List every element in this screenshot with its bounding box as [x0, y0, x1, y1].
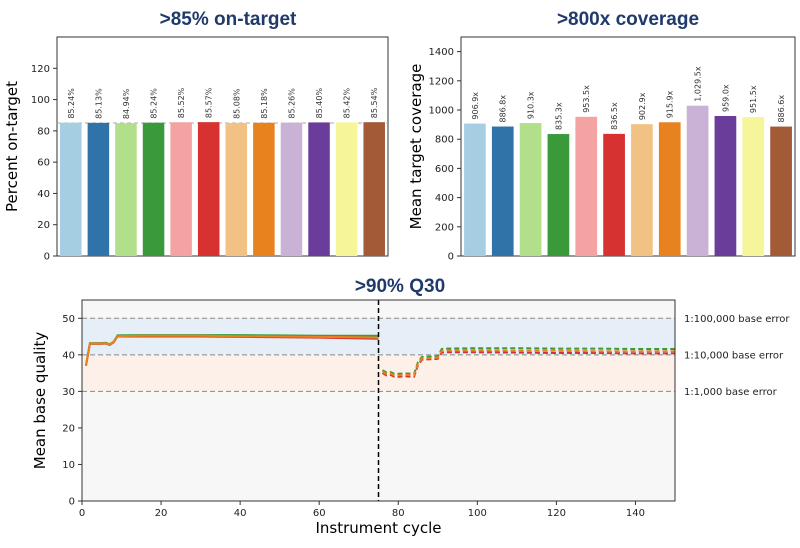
- bar: [225, 122, 248, 256]
- x-tick-label: 80: [392, 508, 405, 519]
- bar: [714, 115, 737, 257]
- y-tick-label: 1200: [429, 76, 454, 87]
- y-tick-label: 1400: [429, 47, 454, 58]
- bar: [170, 122, 192, 256]
- bar-data-label: 959.0x: [721, 84, 730, 112]
- bar-data-label: 902.9x: [638, 92, 647, 120]
- bar: [770, 126, 792, 256]
- bar-data-label: 835.3x: [554, 102, 563, 130]
- y-tick-label: 60: [37, 158, 50, 169]
- x-tick-label: 60: [313, 508, 326, 519]
- y-tick-label: 20: [37, 220, 50, 231]
- bar-data-label: 915.9x: [666, 90, 675, 118]
- plot-frame: [81, 299, 676, 502]
- chart2-title: >800x coverage: [556, 9, 700, 30]
- reference-line-label: 1:10,000 base error: [684, 350, 784, 361]
- x-tick-label: 20: [155, 508, 168, 519]
- y-tick-label: 100: [31, 95, 50, 106]
- bar: [575, 116, 598, 256]
- bar: [115, 123, 137, 256]
- x-tick-label: 140: [626, 508, 645, 519]
- y-tick-label: 80: [37, 126, 50, 137]
- chart3-title: >90% Q30: [354, 276, 446, 297]
- y-tick-label: 1000: [429, 106, 454, 117]
- y-tick-label: 0: [69, 497, 75, 508]
- series-line: [85, 334, 379, 366]
- bar-data-label: 85.08%: [232, 88, 241, 119]
- bar-data-label: 1,029.5x: [694, 66, 703, 102]
- bar-data-label: 953.5x: [582, 85, 591, 113]
- y-tick-label: 600: [435, 164, 454, 175]
- bar-data-label: 910.3x: [527, 91, 536, 119]
- bar: [280, 122, 303, 256]
- bar: [742, 117, 765, 257]
- bar: [658, 122, 681, 257]
- bar-data-label: 85.24%: [150, 88, 159, 119]
- bar-data-label: 836.5x: [610, 102, 619, 130]
- bar: [335, 122, 358, 256]
- bar: [631, 124, 653, 256]
- bar-data-label: 85.52%: [177, 87, 186, 118]
- bar: [686, 105, 709, 257]
- bar-data-label: 85.42%: [343, 87, 352, 118]
- bar-data-label: 951.5x: [749, 85, 758, 113]
- bar-data-label: 886.6x: [777, 95, 786, 123]
- bar: [603, 133, 625, 256]
- bar-data-label: 85.54%: [370, 87, 379, 118]
- bar: [464, 123, 486, 257]
- plot-frame: [56, 36, 389, 257]
- bar-data-label: 85.40%: [315, 88, 324, 119]
- y-axis-label: Percent on-target: [3, 81, 21, 212]
- x-tick-label: 40: [234, 508, 247, 519]
- plot-frame: [460, 36, 796, 257]
- y-tick-label: 0: [44, 252, 50, 263]
- bar: [547, 134, 570, 256]
- bar-data-label: 85.18%: [260, 88, 269, 119]
- bar-data-label: 84.94%: [122, 88, 131, 119]
- bar-data-label: 886.8x: [499, 95, 508, 123]
- reference-line-label: 1:1,000 base error: [684, 387, 778, 398]
- bar-data-label: 906.9x: [471, 92, 480, 120]
- y-tick-label: 50: [62, 314, 75, 325]
- bar: [363, 122, 385, 256]
- bar: [253, 122, 275, 256]
- bar: [142, 122, 165, 257]
- y-axis-label: Mean target coverage: [407, 64, 425, 230]
- chart1-title: >85% on-target: [159, 9, 297, 30]
- x-axis-label: Instrument cycle: [315, 519, 441, 537]
- y-tick-label: 30: [62, 387, 75, 398]
- y-tick-label: 200: [435, 222, 454, 233]
- bar: [491, 126, 514, 257]
- y-tick-label: 20: [62, 423, 75, 434]
- y-tick-label: 40: [62, 350, 75, 361]
- y-tick-label: 0: [448, 252, 454, 263]
- bar: [197, 122, 220, 256]
- bar-data-label: 85.24%: [67, 88, 76, 119]
- bar-data-label: 85.26%: [287, 88, 296, 119]
- x-tick-label: 0: [79, 508, 85, 519]
- reference-line-label: 1:100,000 base error: [684, 314, 790, 325]
- x-tick-label: 120: [547, 508, 566, 519]
- y-tick-label: 400: [435, 193, 454, 204]
- y-tick-label: 800: [435, 135, 454, 146]
- y-tick-label: 10: [62, 460, 75, 471]
- bar: [308, 122, 330, 256]
- bar: [60, 122, 82, 257]
- x-tick-label: 100: [468, 508, 487, 519]
- y-tick-label: 40: [37, 189, 50, 200]
- bar-data-label: 85.57%: [205, 87, 214, 118]
- bar-data-label: 85.13%: [94, 88, 103, 119]
- bar: [87, 122, 110, 256]
- bar: [519, 123, 542, 257]
- y-tick-label: 120: [31, 64, 50, 75]
- y-axis-label: Mean base quality: [31, 332, 49, 470]
